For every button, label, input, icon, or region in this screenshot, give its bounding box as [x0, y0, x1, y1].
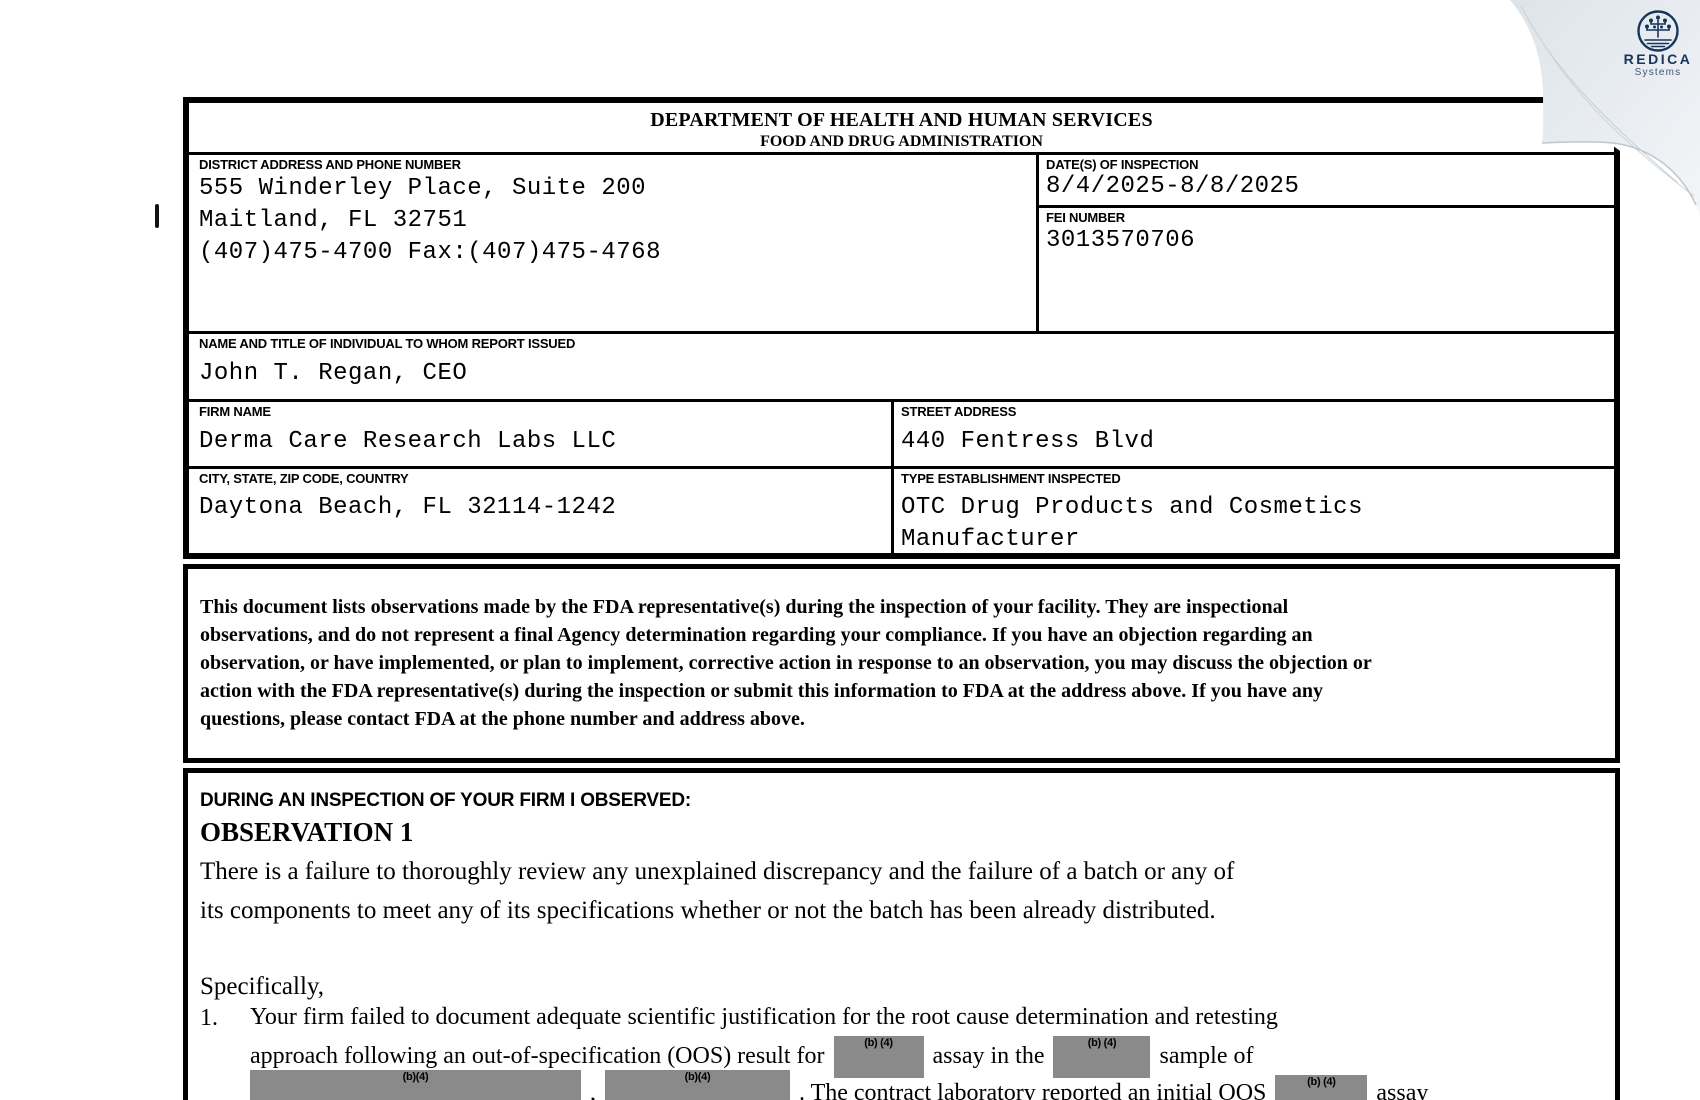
issued-to-value: John T. Regan, CEO — [199, 360, 468, 387]
redacted-line-text: assay — [1376, 1080, 1429, 1100]
list-item-line: Your firm failed to document adequate sc… — [250, 1004, 1278, 1030]
redaction-bar: (b) (4) — [1275, 1075, 1368, 1100]
redaction-bar: (b)(4) — [605, 1070, 790, 1100]
redaction-exemption-label: (b) (4) — [864, 1037, 893, 1049]
redaction-exemption-label: (b) (4) — [1307, 1076, 1336, 1088]
establishment-type-line: OTC Drug Products and Cosmetics — [901, 494, 1363, 521]
issued-to-label: NAME AND TITLE OF INDIVIDUAL TO WHOM REP… — [199, 336, 576, 351]
disclaimer-paragraph: This document lists observations made by… — [200, 593, 1372, 733]
page-curl-corner: REDICA Systems — [1506, 0, 1700, 240]
inspection-intro: DURING AN INSPECTION OF YOUR FIRM I OBSE… — [200, 790, 692, 811]
table-divider — [189, 466, 1614, 469]
curl-edge-shadow — [1541, 141, 1697, 206]
fei-number-label: FEI NUMBER — [1046, 210, 1125, 225]
logo-sub-text: Systems — [1635, 67, 1682, 78]
redaction-bar: (b) (4) — [1053, 1036, 1151, 1078]
district-line: (407)475-4700 Fax:(407)475-4768 — [199, 239, 661, 266]
city-state-zip-value: Daytona Beach, FL 32114-1242 — [199, 494, 617, 521]
establishment-type-value: OTC Drug Products and Cosmetics Manufact… — [901, 492, 1363, 556]
observation-title: OBSERVATION 1 — [200, 817, 414, 847]
disclaimer-box: This document lists observations made by… — [183, 564, 1620, 763]
redacted-line-text: . The contract laboratory reported an in… — [799, 1080, 1267, 1100]
logo-circle — [1637, 10, 1679, 52]
disclaimer-line: This document lists observations made by… — [200, 596, 1289, 618]
firm-name-label: FIRM NAME — [199, 404, 271, 419]
list-item-line-redacted: (b)(4), (b)(4) . The contract laboratory r… — [250, 1070, 1429, 1100]
department-title: DEPARTMENT OF HEALTH AND HUMAN SERVICES — [650, 109, 1153, 131]
firm-name-value: Derma Care Research Labs LLC — [199, 428, 617, 455]
table-divider — [189, 152, 1614, 155]
list-item-line-redacted: approach following an out-of-specificati… — [250, 1036, 1254, 1078]
curl-crease-line — [1539, 37, 1695, 197]
redacted-line-text: sample of — [1159, 1043, 1254, 1069]
redaction-bar: (b) (4) — [833, 1036, 924, 1078]
observation-body-line: There is a failure to thoroughly review … — [200, 858, 1235, 885]
inspection-dates-label: DATE(S) OF INSPECTION — [1046, 157, 1199, 172]
redacted-line-text: approach following an out-of-specificati… — [250, 1043, 825, 1069]
observation-body-line: its components to meet any of its specif… — [200, 897, 1216, 924]
table-divider — [891, 399, 894, 553]
disclaimer-line: questions, please contact FDA at the pho… — [200, 708, 805, 730]
table-divider — [1036, 205, 1614, 208]
district-line: Maitland, FL 32751 — [199, 207, 468, 234]
redacted-line-text: assay in the — [932, 1043, 1045, 1069]
specifically-label: Specifically, — [200, 973, 325, 1000]
street-address-value: 440 Fentress Blvd — [901, 428, 1155, 455]
disclaimer-line: action with the FDA representative(s) du… — [200, 680, 1323, 702]
agency-title: FOOD AND DRUG ADMINISTRATION — [760, 133, 1043, 150]
redaction-exemption-label: (b)(4) — [684, 1071, 711, 1083]
city-state-zip-label: CITY, STATE, ZIP CODE, COUNTRY — [199, 471, 409, 486]
table-divider — [189, 331, 1614, 334]
disclaimer-line: observation, or have implemented, or pla… — [200, 652, 1372, 674]
establishment-type-label: TYPE ESTABLISHMENT INSPECTED — [901, 471, 1121, 486]
curl-page-back — [1510, 0, 1700, 218]
street-address-label: STREET ADDRESS — [901, 404, 1017, 419]
observations-box: DURING AN INSPECTION OF YOUR FIRM I OBSE… — [183, 768, 1620, 1100]
district-address-value: 555 Winderley Place, Suite 200 Maitland,… — [199, 173, 661, 269]
redica-systems-logo: REDICA Systems — [1624, 10, 1693, 78]
form-header-table: DEPARTMENT OF HEALTH AND HUMAN SERVICES … — [183, 97, 1620, 559]
table-divider — [189, 399, 1614, 402]
district-line: 555 Winderley Place, Suite 200 — [199, 175, 647, 202]
logo-brand-text: REDICA — [1624, 51, 1693, 67]
curl-crease-line — [1520, 5, 1679, 184]
fei-number-value: 3013570706 — [1046, 227, 1196, 254]
district-address-label: DISTRICT ADDRESS AND PHONE NUMBER — [199, 157, 461, 172]
redaction-bar: (b)(4) — [250, 1070, 581, 1100]
redaction-exemption-label: (b)(4) — [402, 1071, 429, 1083]
table-divider — [1036, 152, 1039, 334]
redaction-exemption-label: (b) (4) — [1087, 1037, 1117, 1049]
redacted-line-text: , — [590, 1080, 596, 1100]
scan-artifact-mark — [155, 204, 159, 228]
logo-tree-icon — [1644, 15, 1672, 48]
inspection-dates-value: 8/4/2025-8/8/2025 — [1046, 173, 1300, 200]
list-item-number: 1. — [200, 1005, 218, 1031]
establishment-type-line: Manufacturer — [901, 526, 1080, 553]
disclaimer-line: observations, and do not represent a fin… — [200, 624, 1313, 646]
